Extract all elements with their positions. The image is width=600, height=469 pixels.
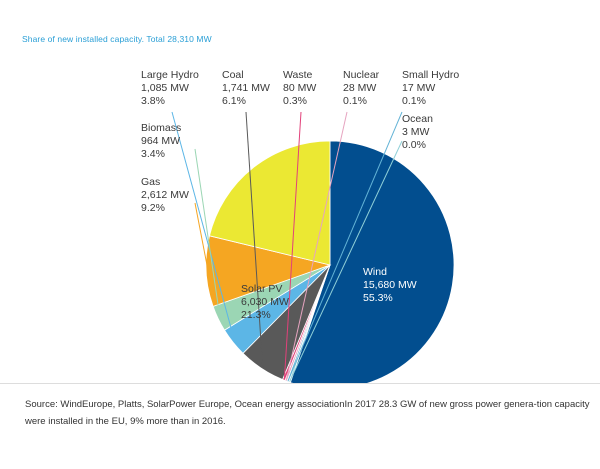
slice-label-wind-name: Wind — [363, 266, 387, 278]
slice-label-nuclear-name: Nuclear — [343, 69, 380, 81]
slice-label-ocean-pct: 0.0% — [402, 139, 426, 151]
source-note: Source: WindEurope, Platts, SolarPower E… — [25, 396, 590, 430]
slice-label-wind-pct: 55.3% — [363, 292, 393, 304]
pie-chart: Wind 15,680 MW 55.3% Ocean 3 MW 0.0% Small Hyd… — [0, 0, 600, 383]
slice-label-biomass-mw: 964 MW — [141, 135, 180, 147]
slice-label-gas-pct: 9.2% — [141, 202, 165, 214]
slice-label-gas: Gas 2,612 MW 9.2% — [141, 176, 189, 214]
divider — [0, 383, 600, 384]
slice-label-small-hydro: Small Hydro 17 MW 0.1% — [402, 69, 459, 107]
slice-label-gas-mw: 2,612 MW — [141, 189, 189, 201]
slice-label-biomass-pct: 3.4% — [141, 148, 165, 160]
slice-label-large-hydro-name: Large Hydro — [141, 69, 199, 81]
slice-label-waste-pct: 0.3% — [283, 95, 307, 107]
slice-label-large-hydro-mw: 1,085 MW — [141, 82, 189, 94]
slice-label-small-hydro-name: Small Hydro — [402, 69, 459, 81]
slice-label-nuclear-pct: 0.1% — [343, 95, 367, 107]
slice-label-wind-mw: 15,680 MW — [363, 279, 417, 291]
slice-label-large-hydro-pct: 3.8% — [141, 95, 165, 107]
slice-label-gas-name: Gas — [141, 176, 160, 188]
slice-label-biomass: Biomass 964 MW 3.4% — [141, 122, 181, 160]
slice-label-coal: Coal 1,741 MW 6.1% — [222, 69, 270, 107]
slice-label-coal-name: Coal — [222, 69, 244, 81]
slice-label-ocean-name: Ocean — [402, 113, 433, 125]
slice-label-large-hydro: Large Hydro 1,085 MW 3.8% — [141, 69, 199, 107]
slice-label-ocean-mw: 3 MW — [402, 126, 430, 138]
slice-label-solar-pv-name: Solar PV — [241, 283, 282, 295]
slice-label-nuclear-mw: 28 MW — [343, 82, 376, 94]
slice-label-solar-pv-pct: 21.3% — [241, 309, 271, 321]
slice-label-solar-pv-mw: 6,030 MW — [241, 296, 289, 308]
slice-label-small-hydro-mw: 17 MW — [402, 82, 435, 94]
slice-label-nuclear: Nuclear 28 MW 0.1% — [343, 69, 380, 107]
slice-label-coal-pct: 6.1% — [222, 95, 246, 107]
slice-label-small-hydro-pct: 0.1% — [402, 95, 426, 107]
slice-label-ocean: Ocean 3 MW 0.0% — [402, 113, 433, 151]
slice-label-waste-name: Waste — [283, 69, 313, 81]
slice-label-coal-mw: 1,741 MW — [222, 82, 270, 94]
slice-label-biomass-name: Biomass — [141, 122, 181, 134]
slice-label-waste-mw: 80 MW — [283, 82, 316, 94]
slice-label-waste: Waste 80 MW 0.3% — [283, 69, 316, 107]
